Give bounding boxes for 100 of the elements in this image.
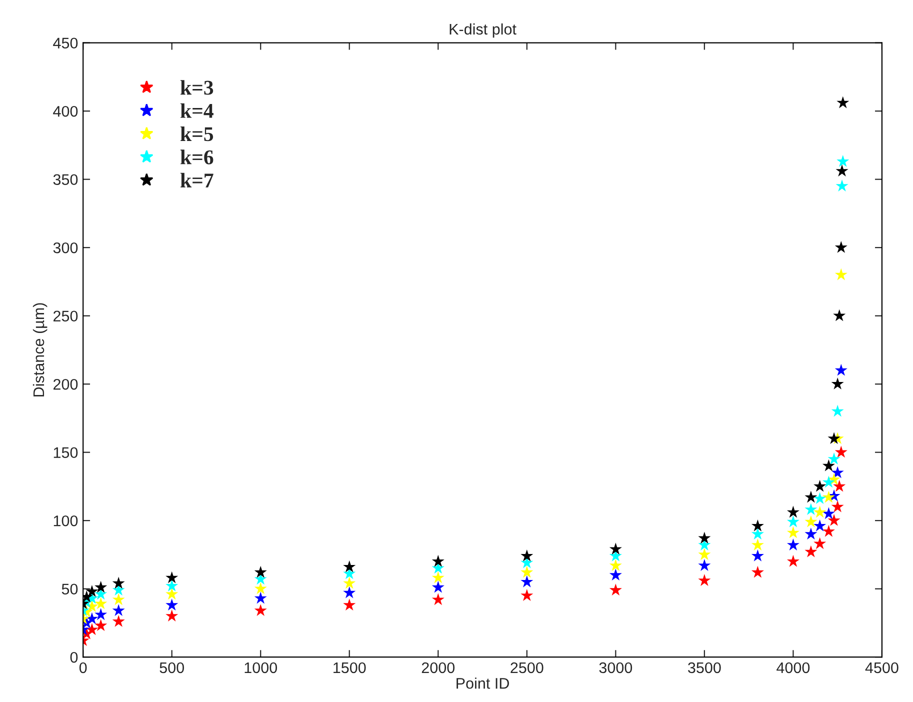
point	[254, 582, 267, 594]
x-tick-label: 2500	[510, 662, 544, 674]
point	[343, 598, 356, 611]
legend-label: k=7	[180, 172, 214, 188]
point	[804, 490, 818, 503]
y-tick-label: 100	[54, 515, 78, 526]
point	[834, 446, 848, 458]
point	[254, 566, 267, 578]
point	[814, 519, 826, 532]
point	[698, 548, 711, 560]
legend-label: k=3	[180, 80, 214, 95]
point	[520, 589, 534, 601]
point	[86, 612, 98, 624]
point	[112, 576, 125, 589]
point	[822, 524, 835, 537]
point	[804, 515, 818, 528]
point	[833, 480, 846, 492]
y-tick-label: 400	[53, 106, 78, 117]
point	[254, 604, 267, 616]
point	[94, 608, 108, 620]
x-tick-label: 0	[79, 662, 87, 674]
point	[751, 566, 764, 578]
point	[112, 614, 125, 627]
y-tick-label: 200	[54, 378, 78, 390]
point	[94, 580, 108, 593]
point	[836, 180, 848, 192]
point	[432, 554, 444, 567]
point	[609, 542, 622, 555]
point	[698, 574, 711, 586]
point	[166, 580, 178, 592]
point	[254, 592, 267, 604]
point	[94, 597, 108, 610]
point	[786, 506, 800, 518]
point	[751, 519, 764, 532]
point	[520, 549, 534, 562]
point	[828, 514, 840, 526]
point	[822, 476, 835, 488]
point	[166, 610, 178, 622]
chart-title: K-dist plot	[450, 23, 516, 38]
point	[814, 480, 826, 492]
point	[834, 364, 848, 376]
point	[814, 506, 826, 518]
point	[822, 490, 835, 503]
x-tick-label: 4500	[865, 662, 898, 674]
point	[166, 588, 178, 600]
point	[831, 500, 844, 512]
point	[112, 604, 125, 616]
x-tick-label: 1000	[244, 662, 278, 674]
y-tick-label: 450	[53, 38, 78, 49]
point	[166, 598, 178, 611]
y-tick-label: 300	[53, 242, 78, 254]
point	[834, 240, 848, 253]
y-axis-title: Distance (µm)	[32, 303, 48, 396]
point	[432, 593, 444, 606]
point	[112, 593, 125, 606]
point	[343, 576, 356, 589]
y-tick-label: 150	[54, 447, 78, 458]
point	[804, 503, 818, 515]
point	[831, 466, 844, 478]
point	[432, 580, 444, 593]
point	[831, 404, 844, 417]
x-axis-title: Point ID	[456, 678, 509, 689]
legend-label: k=5	[180, 126, 214, 142]
point	[831, 377, 844, 390]
point	[751, 528, 764, 540]
point	[828, 432, 840, 444]
point	[343, 586, 356, 598]
point	[836, 96, 850, 108]
point	[520, 566, 534, 578]
point	[836, 164, 848, 176]
x-tick-label: 3500	[688, 662, 721, 674]
x-tick-label: 1500	[334, 662, 366, 674]
point	[804, 545, 818, 558]
legend-label: k=6	[180, 150, 214, 164]
point	[94, 619, 108, 632]
y-tick-label: 250	[54, 310, 78, 322]
point	[822, 459, 835, 472]
point	[786, 526, 800, 538]
point	[609, 559, 622, 571]
point	[698, 532, 711, 544]
y-tick-label: 350	[53, 174, 78, 186]
point	[804, 528, 818, 540]
point	[751, 549, 764, 562]
point	[86, 584, 98, 597]
legend-label: k=4	[180, 103, 214, 118]
point	[836, 154, 850, 167]
x-tick-label: 2000	[422, 662, 455, 674]
point	[166, 571, 178, 584]
point	[834, 268, 848, 280]
point	[814, 537, 826, 550]
y-tick-label: 50	[62, 584, 78, 595]
point	[609, 584, 622, 596]
point	[698, 559, 711, 571]
point	[343, 560, 356, 572]
point	[822, 507, 835, 520]
point	[814, 492, 826, 504]
point	[833, 309, 846, 322]
point	[609, 568, 622, 580]
x-tick-label: 500	[160, 662, 184, 674]
x-tick-label: 4000	[776, 662, 810, 674]
